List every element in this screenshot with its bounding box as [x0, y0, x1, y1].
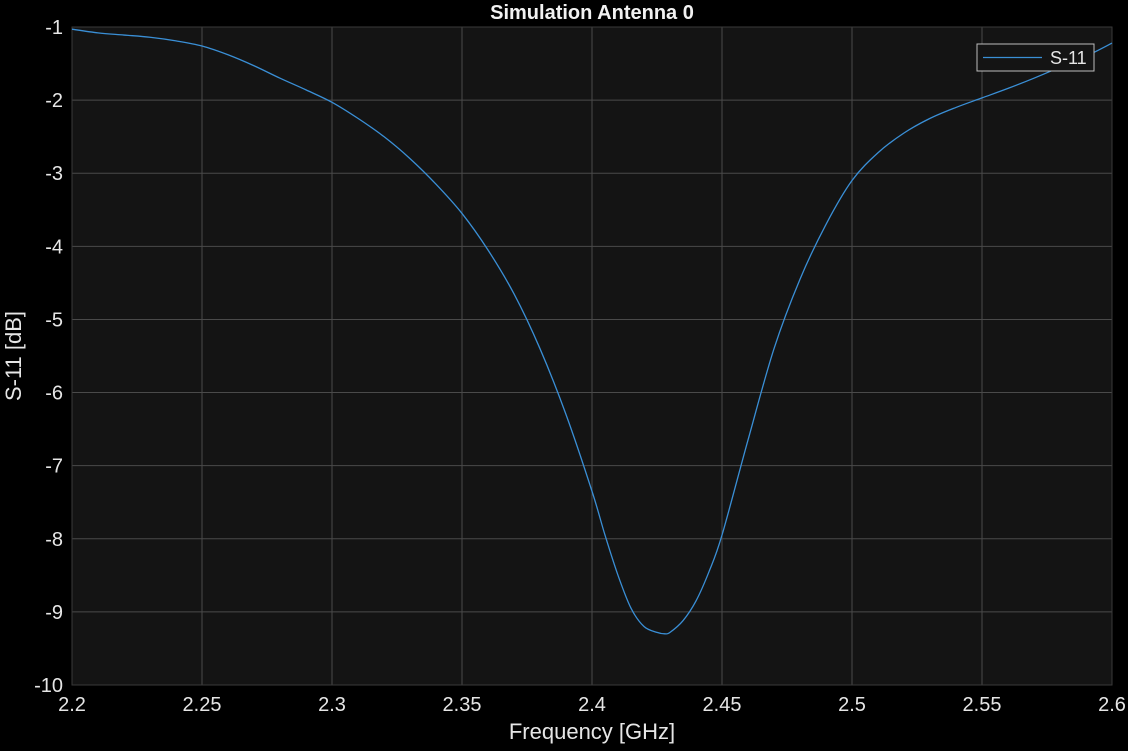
y-tick-labels: -1 -2 -3 -4 -5 -6 -7 -8 -9 -10: [34, 17, 63, 697]
series-layer: [71, 28, 1113, 635]
x-tick-label: 2.5: [838, 694, 866, 716]
legend[interactable]: S-11: [976, 43, 1095, 72]
x-tick-label: 2.6: [1098, 694, 1126, 716]
x-tick-label: 2.55: [963, 694, 1002, 716]
y-tick-label: -5: [45, 309, 63, 331]
x-tick-labels: 2.2 2.25 2.3 2.35 2.4 2.45 2.5 2.55 2.6: [58, 694, 1126, 716]
x-tick-label: 2.3: [318, 694, 346, 716]
x-tick-label: 2.35: [443, 694, 482, 716]
y-tick-label: -6: [45, 383, 63, 405]
x-tick-label: 2.4: [578, 694, 606, 716]
y-tick-label: -10: [34, 675, 63, 697]
y-tick-label: -4: [45, 236, 63, 258]
y-tick-label: -8: [45, 529, 63, 551]
y-tick-label: -3: [45, 163, 63, 185]
x-tick-label: 2.25: [183, 694, 222, 716]
plot-border: [71, 26, 1113, 686]
y-tick-label: -2: [45, 90, 63, 112]
y-tick-label: -7: [45, 456, 63, 478]
x-tick-label: 2.45: [703, 694, 742, 716]
y-tick-label: -1: [45, 17, 63, 39]
y-tick-label: -9: [45, 602, 63, 624]
legend-series-label: S-11: [1050, 48, 1087, 68]
y-axis-title: S-11 [dB]: [1, 311, 26, 401]
x-tick-label: 2.2: [58, 694, 86, 716]
series-line-s-11: [71, 28, 1113, 635]
x-axis-title: Frequency [GHz]: [509, 719, 675, 744]
chart-title: Simulation Antenna 0: [490, 2, 694, 24]
